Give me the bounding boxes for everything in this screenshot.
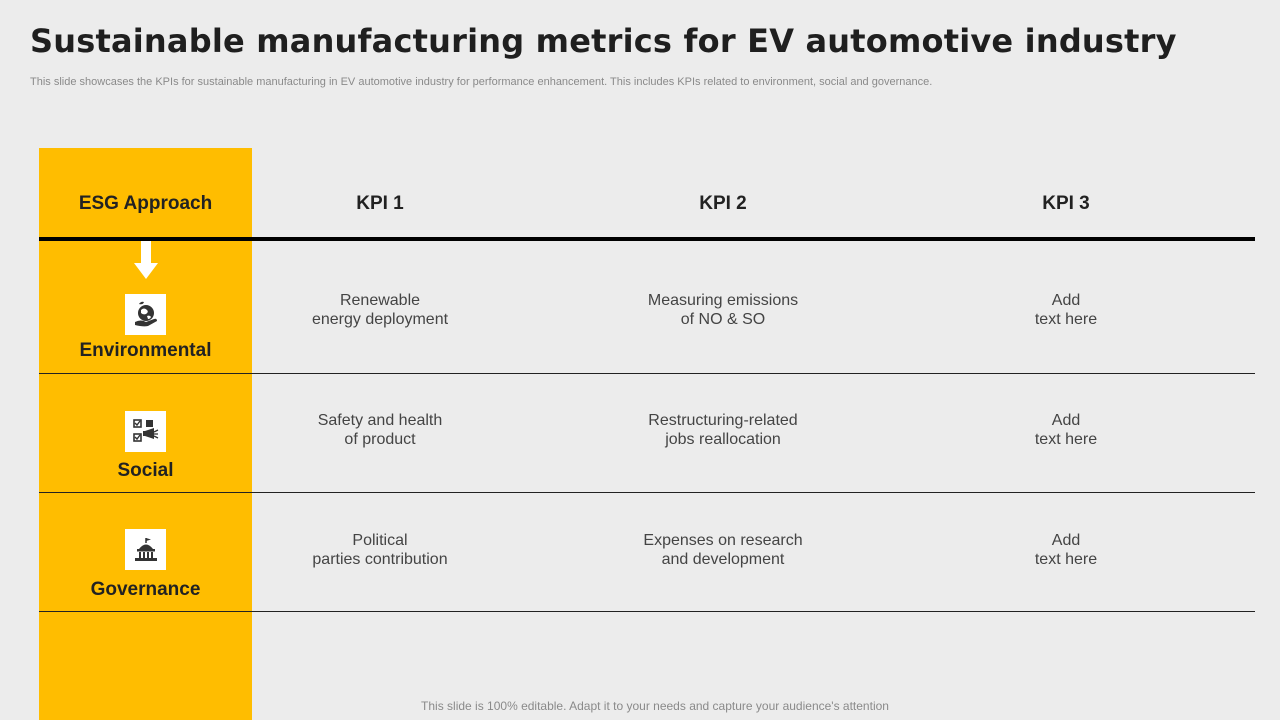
header-kpi-1: KPI 1 bbox=[356, 193, 404, 214]
cell-social-kpi-3: Add text here bbox=[1034, 412, 1098, 448]
header-divider bbox=[39, 237, 1255, 241]
header-kpi-2: KPI 2 bbox=[699, 193, 747, 214]
cell-governance-kpi-3: Add text here bbox=[1034, 532, 1098, 568]
row-label-environmental: Environmental bbox=[79, 340, 212, 361]
government-building-icon bbox=[125, 529, 166, 570]
cell-governance-kpi-1: Political parties contribution bbox=[312, 532, 448, 568]
cell-environmental-kpi-3: Add text here bbox=[1034, 292, 1098, 328]
row-label-social: Social bbox=[117, 460, 174, 481]
row-label-governance: Governance bbox=[90, 579, 201, 600]
cell-environmental-kpi-1: Renewable energy deployment bbox=[311, 292, 449, 328]
row-divider bbox=[39, 611, 1255, 612]
cell-governance-kpi-2: Expenses on research and development bbox=[643, 532, 803, 568]
cell-social-kpi-1: Safety and health of product bbox=[317, 412, 443, 448]
page-title: Sustainable manufacturing metrics for EV… bbox=[30, 22, 1177, 60]
row-divider bbox=[39, 492, 1255, 493]
page-subtitle: This slide showcases the KPIs for sustai… bbox=[30, 76, 933, 88]
cell-environmental-kpi-2: Measuring emissions of NO & SO bbox=[647, 292, 799, 328]
header-esg-approach: ESG Approach bbox=[78, 193, 213, 214]
header-kpi-3: KPI 3 bbox=[1042, 193, 1090, 214]
footer-note: This slide is 100% editable. Adapt it to… bbox=[421, 699, 889, 713]
down-arrow-icon bbox=[134, 241, 158, 279]
row-divider bbox=[39, 373, 1255, 374]
earth-hand-icon bbox=[125, 294, 166, 335]
cell-social-kpi-2: Restructuring-related jobs reallocation bbox=[648, 412, 798, 448]
checklist-megaphone-icon bbox=[125, 411, 166, 452]
